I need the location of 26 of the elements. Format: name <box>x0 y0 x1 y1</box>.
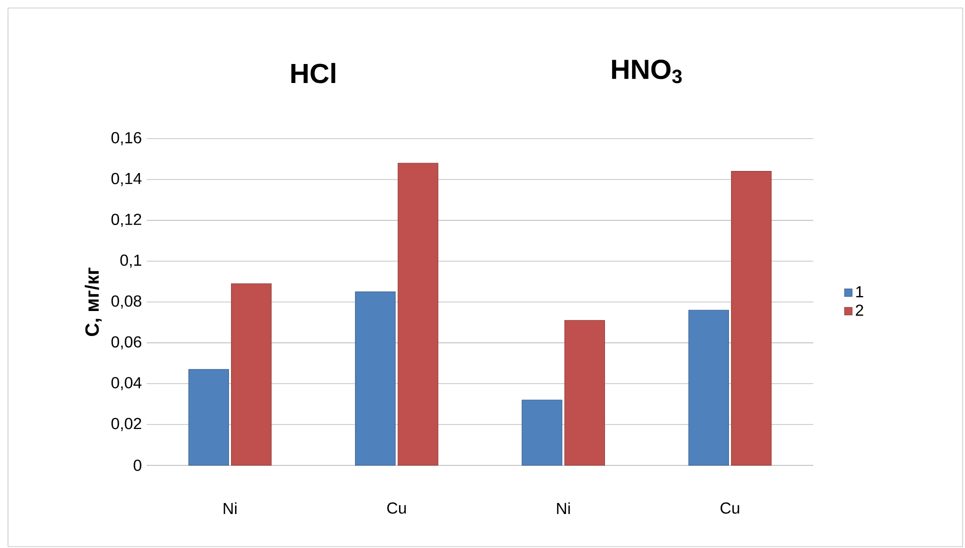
y-tick-label: 0,14 <box>111 172 142 186</box>
y-tick-label: 0,08 <box>111 295 142 309</box>
bar <box>231 283 272 466</box>
bar <box>564 320 605 466</box>
legend-label: 2 <box>856 304 864 316</box>
y-tick-label: 0,04 <box>111 377 142 390</box>
bar <box>731 171 772 466</box>
text: HCl <box>291 62 336 84</box>
y-tick-label: 0,1 <box>120 254 142 268</box>
x-tick-label: Cu <box>387 502 406 514</box>
text: HNO$_{3}$ <box>612 60 682 84</box>
y-tick-label: 0,12 <box>111 214 142 227</box>
y-tick-label: 0,16 <box>111 132 142 146</box>
y-axis-title: C, мг/кг <box>84 268 102 336</box>
bar <box>188 369 229 466</box>
y-tick-label: 0 <box>134 460 142 471</box>
x-tick-label: Ni <box>224 502 236 514</box>
x-tick-label: Cu <box>720 502 740 514</box>
bar <box>688 310 729 466</box>
y-tick-label: 0,02 <box>111 418 142 432</box>
bar <box>522 400 562 466</box>
bar <box>398 162 438 466</box>
bar <box>355 292 396 466</box>
legend-label: 1 <box>856 286 864 298</box>
y-tick-label: 0,06 <box>111 336 142 350</box>
x-tick-label: Ni <box>557 502 570 514</box>
